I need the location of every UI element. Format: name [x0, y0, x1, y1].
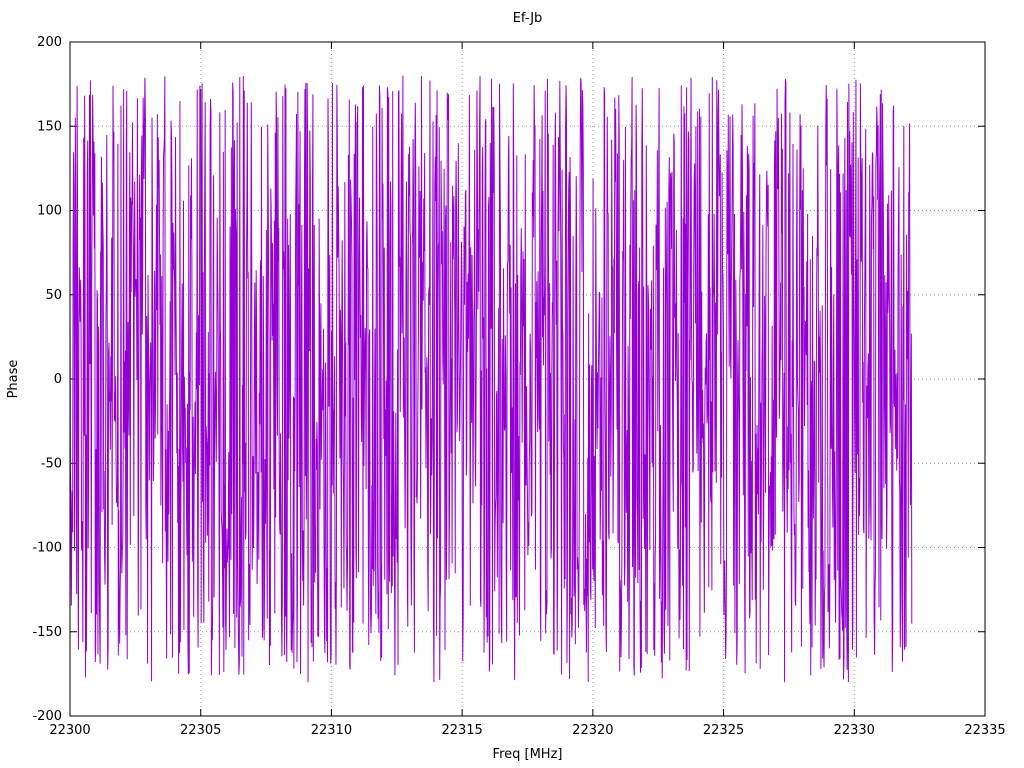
x-tick-label: 22325 [703, 723, 744, 738]
x-tick-label: 22315 [441, 723, 482, 738]
y-tick-label: -200 [32, 709, 62, 724]
x-tick-label: 22310 [311, 723, 352, 738]
x-tick-label: 22300 [49, 723, 90, 738]
phase-series-line [69, 75, 913, 683]
plot-border [69, 41, 986, 717]
y-tick-label: 200 [37, 35, 62, 50]
x-tick-label: 22330 [834, 723, 875, 738]
chart-title: Ef-Jb [513, 11, 543, 26]
y-tick-label: 0 [54, 372, 62, 387]
y-tick-labels: -200 -150 -100 -50 0 50 100 150 200 [32, 35, 62, 724]
x-tick-label: 22320 [572, 723, 613, 738]
y-tick-label: -50 [41, 456, 62, 471]
y-axis-label: Phase [6, 360, 21, 399]
y-tick-label: 150 [37, 119, 62, 134]
y-tick-label: -100 [32, 541, 62, 556]
y-tick-label: 100 [37, 204, 62, 219]
x-axis-label: Freq [MHz] [493, 747, 563, 762]
y-tick-label: 50 [45, 288, 62, 303]
x-tick-labels: 22300 22305 22310 22315 22320 22325 22330 22335 [49, 723, 1005, 738]
x-tick-label: 22335 [964, 723, 1005, 738]
y-tick-label: -150 [32, 625, 62, 640]
x-tick-label: 22305 [180, 723, 221, 738]
